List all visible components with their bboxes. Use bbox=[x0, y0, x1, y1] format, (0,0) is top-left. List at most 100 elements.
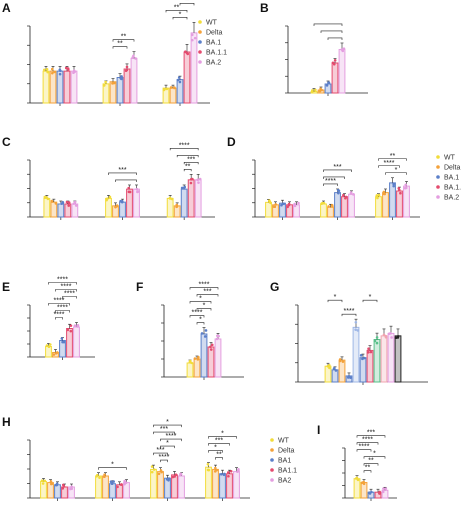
significance-bracket bbox=[356, 449, 372, 452]
data-point bbox=[356, 329, 360, 332]
legend-swatch bbox=[270, 458, 274, 462]
data-point bbox=[173, 86, 176, 90]
bar-h-0-2 bbox=[54, 484, 61, 499]
data-point bbox=[51, 71, 54, 75]
bar-h-2-3 bbox=[171, 474, 178, 499]
significance-label: **** bbox=[61, 284, 72, 291]
data-point bbox=[73, 200, 77, 204]
data-point bbox=[333, 59, 337, 62]
significance-bracket bbox=[208, 450, 223, 453]
bar-a-1-2 bbox=[116, 77, 124, 104]
data-point bbox=[375, 336, 379, 339]
legend-entry: BA.1 bbox=[206, 40, 221, 47]
data-point bbox=[382, 190, 386, 194]
legend-swatch bbox=[270, 448, 274, 452]
data-point bbox=[177, 76, 181, 79]
bar-e-0-4 bbox=[73, 326, 80, 358]
data-point bbox=[102, 84, 106, 87]
significance-label: *** bbox=[333, 164, 341, 171]
data-point bbox=[342, 193, 345, 197]
data-point bbox=[134, 57, 137, 60]
significance-bracket bbox=[189, 315, 205, 318]
data-point bbox=[61, 340, 64, 344]
data-point bbox=[72, 71, 75, 74]
bar-b-0-3 bbox=[331, 62, 339, 94]
bar-d-1-1 bbox=[327, 206, 334, 218]
significance-bracket bbox=[208, 436, 237, 439]
significance-label: * bbox=[221, 431, 224, 438]
data-point bbox=[352, 193, 355, 196]
panel-e: E ************************ bbox=[2, 277, 95, 360]
legend-swatch bbox=[270, 438, 274, 442]
data-point bbox=[52, 353, 56, 356]
significance-label: * bbox=[214, 445, 217, 452]
significance-bracket bbox=[385, 172, 407, 175]
bar-h-2-0 bbox=[150, 468, 157, 499]
significance-bracket bbox=[62, 296, 77, 299]
data-point bbox=[168, 196, 172, 200]
significance-label: **** bbox=[57, 277, 68, 284]
data-point bbox=[160, 470, 163, 474]
data-point bbox=[46, 70, 49, 74]
data-point bbox=[167, 477, 171, 480]
bar-a-2-4 bbox=[190, 32, 198, 104]
significance-bracket bbox=[362, 299, 378, 303]
significance-bracket bbox=[189, 287, 219, 290]
significance-label: ** bbox=[121, 34, 127, 41]
data-point bbox=[354, 320, 358, 324]
data-point bbox=[165, 87, 169, 91]
data-point bbox=[112, 81, 116, 85]
data-point bbox=[59, 69, 62, 73]
legend-swatch bbox=[270, 478, 274, 482]
data-point bbox=[157, 472, 161, 476]
legend-entry: BA.1 bbox=[444, 175, 459, 182]
significance-bracket bbox=[183, 168, 192, 172]
data-point bbox=[169, 86, 173, 89]
data-point bbox=[344, 196, 347, 200]
data-point bbox=[185, 51, 189, 55]
bar-h-1-2 bbox=[109, 483, 116, 499]
data-point bbox=[314, 88, 317, 92]
data-point bbox=[110, 482, 114, 486]
data-point bbox=[274, 203, 278, 206]
significance-label: * bbox=[166, 440, 169, 447]
significance-label: ** bbox=[365, 465, 371, 472]
significance-bracket bbox=[160, 459, 168, 463]
significance-label: **** bbox=[325, 178, 336, 185]
significance-label: *** bbox=[187, 156, 195, 163]
bar-f-0-4 bbox=[214, 338, 222, 378]
data-point bbox=[203, 335, 207, 338]
data-point bbox=[390, 336, 393, 339]
data-point bbox=[327, 205, 330, 208]
significance-bracket bbox=[196, 322, 205, 325]
significance-bracket bbox=[323, 183, 338, 186]
bar-g-0-10 bbox=[394, 335, 402, 383]
significance-bracket bbox=[196, 294, 219, 297]
bar-d-1-4 bbox=[348, 193, 355, 218]
significance-label: **** bbox=[384, 160, 395, 167]
data-point bbox=[104, 80, 107, 84]
legend-entry: WT bbox=[278, 438, 290, 445]
data-point bbox=[392, 182, 396, 186]
bar-g-0-7 bbox=[373, 339, 381, 383]
data-point bbox=[116, 485, 119, 489]
data-point bbox=[321, 201, 324, 205]
data-point bbox=[193, 357, 197, 360]
significance-label: **** bbox=[359, 444, 370, 451]
significance-label: * bbox=[111, 462, 114, 469]
data-point bbox=[392, 184, 395, 188]
bar-a-1-0 bbox=[102, 83, 110, 104]
bar-a-1-1 bbox=[109, 81, 117, 104]
bar-g-0-1 bbox=[331, 369, 339, 383]
data-point bbox=[375, 194, 379, 197]
data-point bbox=[45, 68, 49, 71]
data-point bbox=[341, 360, 345, 363]
data-point bbox=[50, 482, 54, 486]
data-point bbox=[123, 479, 126, 483]
data-point bbox=[64, 66, 68, 70]
legend-swatch bbox=[198, 50, 202, 54]
data-point bbox=[394, 336, 398, 340]
significance-label: **** bbox=[362, 437, 373, 444]
data-point bbox=[200, 332, 204, 335]
